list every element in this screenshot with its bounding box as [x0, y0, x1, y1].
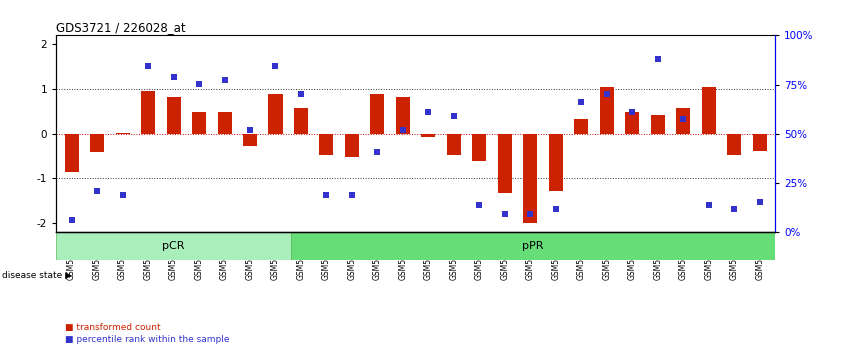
Point [676, 116, 690, 122]
Point [753, 199, 766, 205]
Point [727, 206, 741, 212]
Bar [65, 134, 79, 172]
Point [345, 192, 359, 198]
Bar [701, 87, 716, 134]
Text: disease state ▶: disease state ▶ [2, 271, 72, 280]
Point [498, 211, 512, 217]
Bar [217, 112, 231, 134]
Bar [294, 108, 308, 134]
Bar [549, 134, 563, 191]
Point [396, 127, 410, 133]
Bar [192, 112, 206, 134]
Point [217, 77, 231, 83]
Point [574, 99, 588, 104]
Bar [676, 108, 690, 134]
Bar [396, 97, 410, 134]
Bar [90, 134, 104, 152]
Point [701, 202, 715, 208]
Bar [291, 232, 775, 260]
Text: pCR: pCR [162, 241, 184, 251]
Point [371, 149, 385, 154]
Point [243, 127, 257, 133]
Point [320, 192, 333, 198]
Point [473, 202, 487, 208]
Bar [268, 95, 282, 134]
Point [192, 81, 206, 86]
Point [600, 92, 614, 97]
Point [651, 56, 665, 62]
Bar [371, 95, 385, 134]
Point [294, 92, 308, 97]
Bar [574, 119, 588, 134]
Point [625, 109, 639, 115]
Bar [243, 134, 257, 146]
Bar [472, 134, 487, 161]
Text: GDS3721 / 226028_at: GDS3721 / 226028_at [56, 21, 186, 34]
Point [523, 211, 537, 217]
Bar [115, 133, 130, 134]
Point [166, 74, 180, 79]
Text: ■ percentile rank within the sample: ■ percentile rank within the sample [65, 335, 229, 344]
Point [422, 109, 436, 115]
Bar [727, 134, 741, 155]
Bar [651, 115, 665, 134]
Point [116, 192, 130, 198]
Bar [141, 91, 155, 134]
Bar [625, 112, 639, 134]
Text: ■ transformed count: ■ transformed count [65, 323, 160, 332]
Point [90, 188, 104, 194]
Bar [422, 134, 436, 137]
Point [65, 217, 79, 222]
Bar [320, 134, 333, 155]
Text: pPR: pPR [522, 241, 544, 251]
Point [141, 63, 155, 69]
Bar [753, 134, 766, 151]
Bar [523, 134, 538, 223]
Bar [600, 87, 614, 134]
Point [268, 63, 282, 69]
Point [447, 113, 461, 119]
Bar [447, 134, 461, 155]
Point [549, 206, 563, 212]
Bar [345, 134, 359, 157]
Bar [166, 97, 180, 134]
Bar [498, 134, 512, 193]
Bar [56, 232, 291, 260]
